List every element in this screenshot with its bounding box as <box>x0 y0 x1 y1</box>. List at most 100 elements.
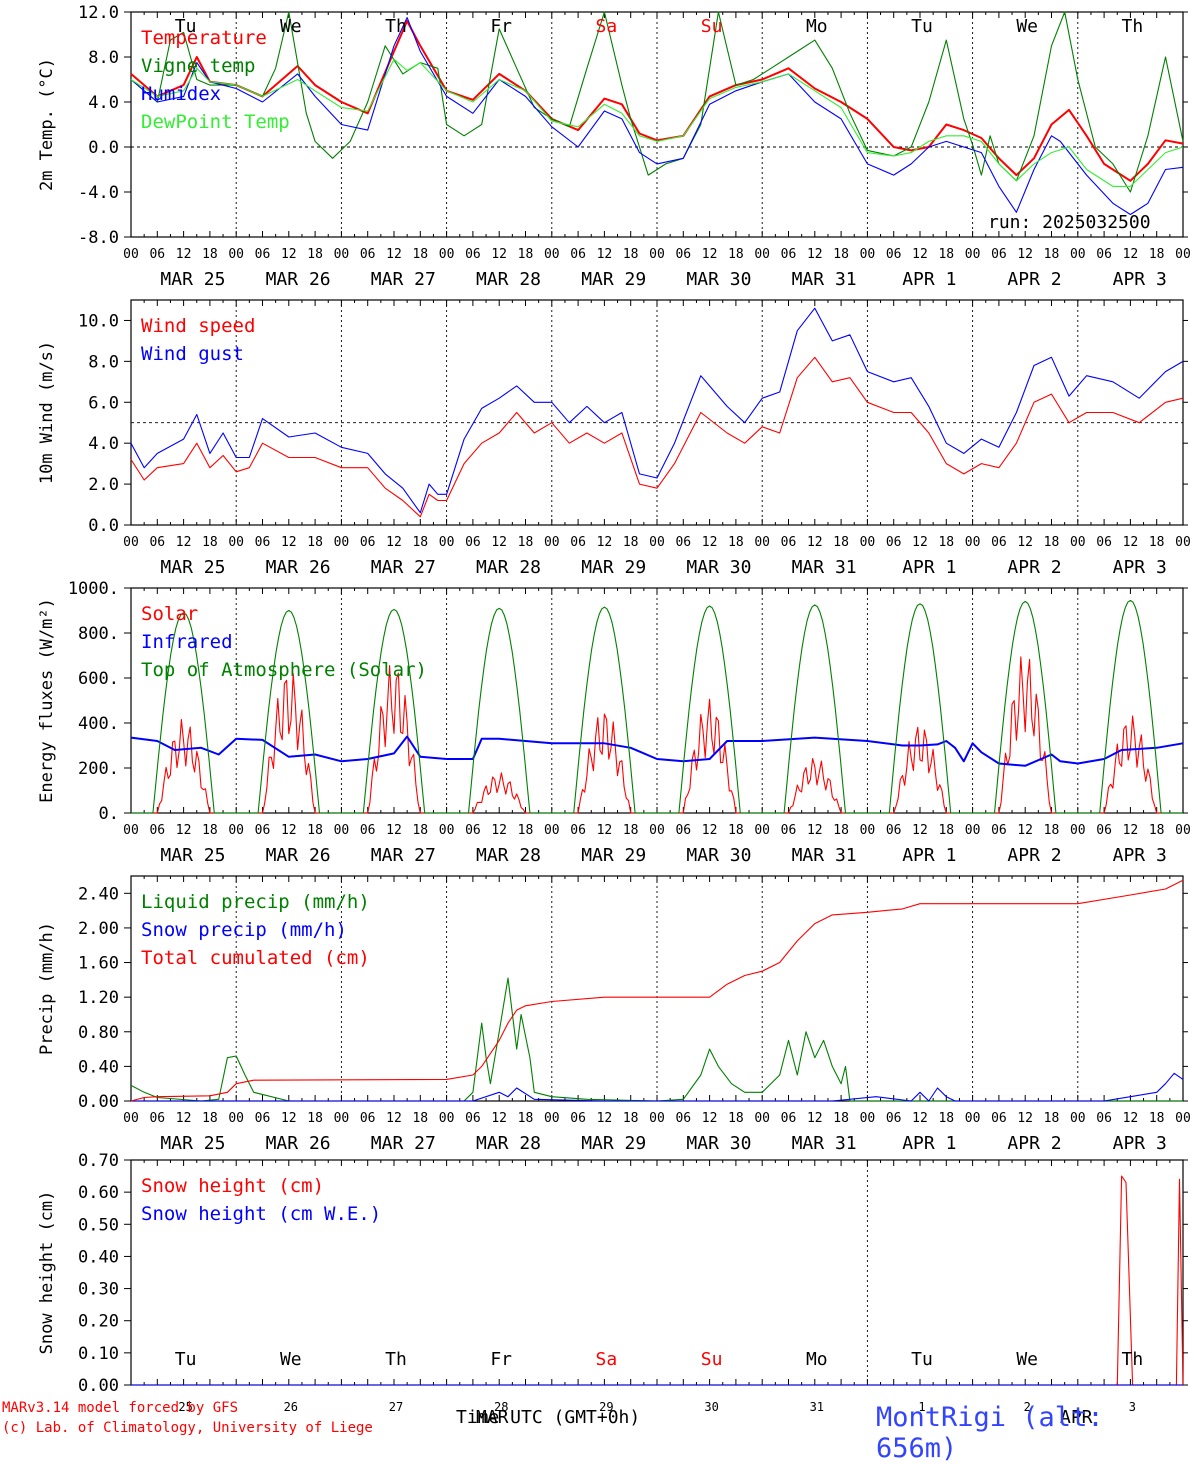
hour-tick-label: 12 <box>1123 1111 1139 1126</box>
day-label: MAR 29 <box>581 845 646 866</box>
day-label: MAR 31 <box>792 557 857 578</box>
hour-tick-label: 06 <box>570 1111 586 1126</box>
day-number-label: 1 <box>918 1400 925 1414</box>
hour-tick-label: 18 <box>938 823 954 838</box>
bottom-month-label-apr: APR <box>1060 1407 1093 1428</box>
day-number-label: 28 <box>494 1400 508 1414</box>
hour-tick-label: 06 <box>991 247 1007 262</box>
y-tick-label: 8.0 <box>88 48 119 68</box>
hour-tick-label: 12 <box>281 535 297 550</box>
hour-tick-label: 18 <box>202 535 218 550</box>
hour-tick-label: 00 <box>754 535 770 550</box>
hour-tick-label: 18 <box>1044 535 1060 550</box>
hour-tick-label: 12 <box>1123 247 1139 262</box>
weekday-label: Th <box>385 16 407 37</box>
hour-tick-label: 06 <box>360 247 376 262</box>
hour-tick-label: 00 <box>860 535 876 550</box>
hour-tick-label: 00 <box>754 823 770 838</box>
hour-tick-label: 12 <box>597 823 613 838</box>
legend-entry: Humidex <box>141 83 221 105</box>
day-number-label: 25 <box>178 1400 192 1414</box>
day-label: MAR 25 <box>160 269 225 290</box>
station-label: MontRigi (alt: 656m) <box>876 1402 1104 1464</box>
hour-tick-label: 18 <box>412 247 428 262</box>
time-axis-label: Time UTC (GMT+0h) <box>456 1407 641 1428</box>
legend-entry: Wind gust <box>141 343 244 365</box>
hour-tick-label: 00 <box>544 247 560 262</box>
day-label: APR 3 <box>1113 269 1167 290</box>
hour-tick-label: 00 <box>439 1111 455 1126</box>
legend-entry: Snow height (cm) <box>141 1175 324 1197</box>
y-tick-label: 8.0 <box>88 352 119 372</box>
hour-tick-label: 06 <box>1096 1111 1112 1126</box>
y-axis-label: 10m Wind (m/s) <box>37 341 57 484</box>
hour-tick-label: 00 <box>123 1111 139 1126</box>
weekday-label: We <box>280 16 302 37</box>
hour-tick-label: 18 <box>1044 247 1060 262</box>
hour-tick-label: 12 <box>176 823 192 838</box>
hour-tick-label: 18 <box>938 247 954 262</box>
hour-tick-label: 06 <box>255 823 271 838</box>
hour-tick-label: 18 <box>728 1111 744 1126</box>
hour-tick-label: 06 <box>886 247 902 262</box>
hour-tick-label: 00 <box>860 247 876 262</box>
hour-tick-label: 12 <box>702 247 718 262</box>
day-label: MAR 26 <box>266 1133 331 1154</box>
hour-tick-label: 00 <box>439 247 455 262</box>
day-label: MAR 29 <box>581 1133 646 1154</box>
day-label: MAR 27 <box>371 1133 436 1154</box>
y-tick-label: 600. <box>78 669 119 689</box>
hour-tick-label: 06 <box>991 1111 1007 1126</box>
hour-tick-label: 06 <box>255 1111 271 1126</box>
hour-tick-label: 00 <box>1175 1111 1191 1126</box>
day-label: APR 2 <box>1007 557 1061 578</box>
y-axis-label: 2m Temp. (°C) <box>37 58 57 191</box>
hour-tick-label: 12 <box>386 535 402 550</box>
hour-tick-label: 00 <box>860 823 876 838</box>
hour-tick-label: 18 <box>307 1111 323 1126</box>
day-label: APR 3 <box>1113 1133 1167 1154</box>
hour-tick-label: 06 <box>570 535 586 550</box>
hour-tick-label: 12 <box>1017 535 1033 550</box>
hour-tick-label: 18 <box>412 535 428 550</box>
hour-tick-label: 00 <box>754 247 770 262</box>
hour-tick-label: 06 <box>570 823 586 838</box>
day-label: MAR 28 <box>476 269 541 290</box>
hour-tick-label: 06 <box>360 1111 376 1126</box>
hour-tick-label: 12 <box>912 247 928 262</box>
day-label: MAR 30 <box>686 269 751 290</box>
hour-tick-label: 00 <box>439 535 455 550</box>
day-label: MAR 28 <box>476 557 541 578</box>
hour-tick-label: 18 <box>518 535 534 550</box>
hour-tick-label: 06 <box>886 823 902 838</box>
hour-tick-label: 06 <box>1096 247 1112 262</box>
hour-tick-label: 00 <box>1175 823 1191 838</box>
day-label: APR 2 <box>1007 269 1061 290</box>
hour-tick-label: 00 <box>649 1111 665 1126</box>
hour-tick-label: 18 <box>1044 823 1060 838</box>
hour-tick-label: 00 <box>334 823 350 838</box>
legend-entry: Infrared <box>141 631 233 653</box>
hour-tick-label: 18 <box>412 1111 428 1126</box>
y-tick-label: 0.40 <box>78 1247 119 1267</box>
y-tick-label: 0.00 <box>78 1376 119 1396</box>
hour-tick-label: 18 <box>833 535 849 550</box>
hour-tick-label: 00 <box>965 823 981 838</box>
hour-tick-label: 00 <box>1070 535 1086 550</box>
y-tick-label: 4.0 <box>88 434 119 454</box>
hour-tick-label: 18 <box>623 535 639 550</box>
hour-tick-label: 00 <box>1070 247 1086 262</box>
hour-tick-label: 12 <box>176 535 192 550</box>
hour-tick-label: 18 <box>938 1111 954 1126</box>
hour-tick-label: 06 <box>991 535 1007 550</box>
hour-tick-label: 18 <box>1149 823 1165 838</box>
weekday-label: We <box>1016 1349 1038 1370</box>
legend-entry: Snow height (cm W.E.) <box>141 1203 381 1225</box>
weekday-label: Fr <box>490 16 512 37</box>
hour-tick-label: 06 <box>465 823 481 838</box>
weekday-label: Tu <box>175 1349 197 1370</box>
day-label: APR 3 <box>1113 557 1167 578</box>
hour-tick-label: 00 <box>228 823 244 838</box>
hour-tick-label: 00 <box>649 823 665 838</box>
day-label: MAR 25 <box>160 557 225 578</box>
